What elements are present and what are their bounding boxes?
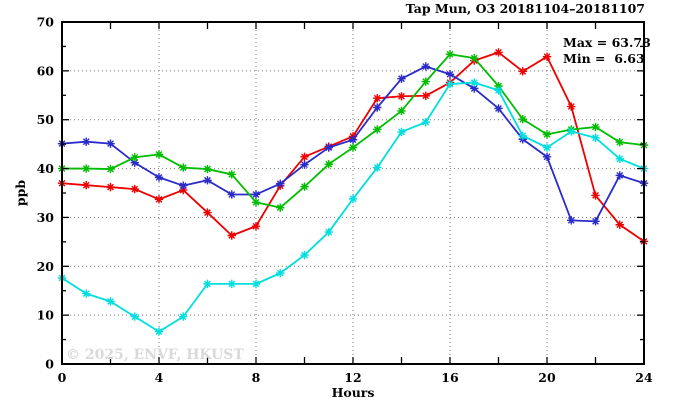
tick-label: 16 xyxy=(441,370,459,385)
y-axis-label: ppb xyxy=(13,180,28,206)
x-axis-label: Hours xyxy=(332,385,375,400)
data-series xyxy=(57,48,649,336)
tick-label: 40 xyxy=(37,161,55,176)
watermark: © 2025, ENVF, HKUST xyxy=(66,347,244,363)
tick-label: 60 xyxy=(37,63,55,78)
tick-label: 20 xyxy=(538,370,556,385)
tick-label: 0 xyxy=(58,370,67,385)
tick-label: 50 xyxy=(37,112,55,127)
series-markers-cyan xyxy=(57,78,649,336)
plot-border xyxy=(61,21,645,365)
tick-label: 24 xyxy=(635,370,653,385)
tick-label: 8 xyxy=(252,370,261,385)
chart-title: Tap Mun, O3 20181104–20181107 xyxy=(406,1,645,16)
tick-label: 4 xyxy=(155,370,164,385)
tick-label: 20 xyxy=(37,259,55,274)
min-annotation: Min = 6.63 xyxy=(563,51,645,66)
tick-labels: 0 10 20 30 40 50 60 70 0 4 8 12 16 20 24 xyxy=(37,15,653,386)
tick-label: 70 xyxy=(37,15,55,30)
tick-label: 10 xyxy=(37,308,55,323)
tick-label: 0 xyxy=(45,357,54,372)
tick-label: 12 xyxy=(344,370,361,385)
axes-and-ticks xyxy=(61,21,645,365)
gridlines xyxy=(62,22,644,364)
max-annotation: Max = 63.78 xyxy=(563,35,651,50)
tick-label: 30 xyxy=(37,210,55,225)
